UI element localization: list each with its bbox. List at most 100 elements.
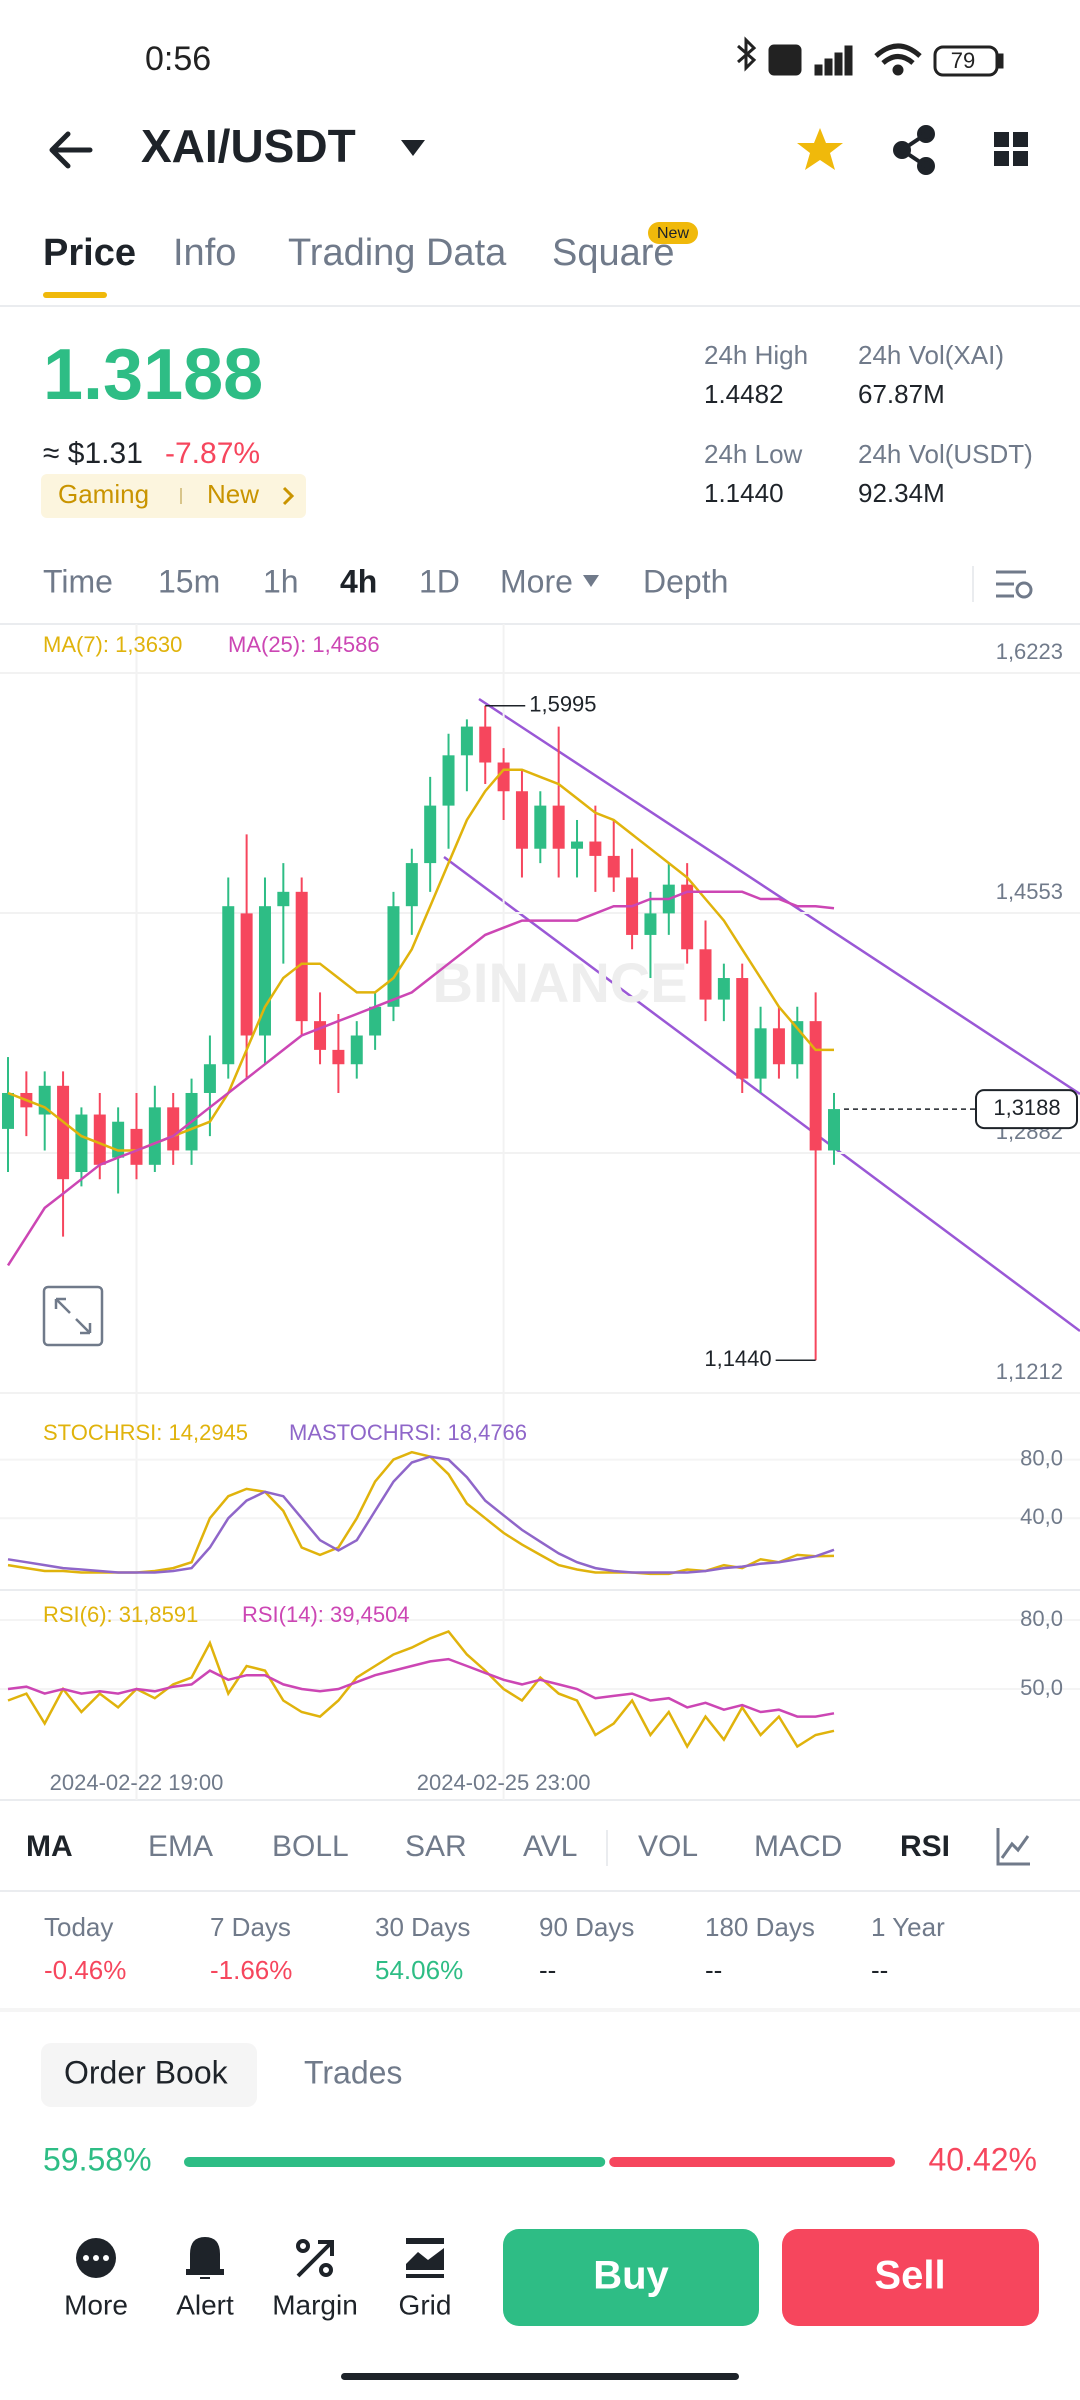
share-button[interactable] [893,125,935,175]
tag-box[interactable] [41,474,306,518]
sell-button[interactable] [782,2229,1039,2326]
sell-ratio-bar [609,2157,895,2167]
period-label: 180 Days [705,1912,815,1942]
layout-cell [994,151,1009,166]
indicator-line [6,890,835,1267]
y-tick-label: 80,0 [1020,1445,1063,1470]
candle-body [754,1028,767,1079]
margin-icon[interactable] [296,2239,334,2278]
candle-body [497,762,510,792]
stat-value: 67.87M [858,379,945,409]
buy-ratio: 59.58% [43,2141,152,2177]
legend-entry: RSI(6): 31,8591 [43,1602,198,1627]
alert-icon[interactable] [186,2236,224,2279]
chart-settings-button[interactable] [996,570,1033,599]
watermark: BINANCE [432,951,687,1014]
interval-tab[interactable]: Time [43,563,113,599]
indicator-tab[interactable]: BOLL [272,1830,349,1863]
settings-lines [996,570,1026,598]
price-change: -7.87% [165,437,260,470]
tag[interactable]: Gaming [58,479,149,509]
nav-label[interactable]: Margin [272,2289,358,2320]
layout-cell [1013,151,1028,166]
back-button[interactable] [49,131,93,169]
stat-label: 24h High [704,340,808,370]
indicator-tab[interactable]: VOL [638,1830,698,1863]
signal-bar [814,64,823,76]
nav-label[interactable]: More [64,2289,128,2320]
tab[interactable]: Price [43,232,136,274]
candle-body [460,726,473,756]
indicator-settings[interactable] [996,1828,1030,1866]
orderbook-tab[interactable]: Order Book [64,2054,229,2090]
candle-body [772,1028,785,1065]
icon-dot [83,2255,89,2261]
stat-label: 24h Vol(XAI) [858,340,1004,370]
period-change: -- [539,1955,556,1985]
indicator-tab[interactable]: EMA [148,1830,213,1863]
grid-chart [406,2248,444,2270]
candle-body [589,841,602,856]
candle-body [2,1092,14,1129]
period-change: -- [871,1955,888,1985]
y-tick-label: 1,6223 [996,639,1063,664]
indicator-line [7,1455,835,1574]
favorite-star[interactable] [797,128,843,170]
orderbook-tab[interactable]: Trades [304,2054,402,2090]
share-line [898,132,928,168]
grid-icon[interactable] [406,2238,444,2278]
candle-body [736,978,749,1079]
legend-entry: STOCHRSI: 14,2945 [43,1420,248,1445]
indicator-tab[interactable]: MA [26,1830,73,1863]
active-tab-bg [41,2043,257,2107]
legend-entry: MA(25): 1,4586 [228,632,380,657]
indicator-tab[interactable]: SAR [405,1830,467,1863]
signal-bar [824,58,833,76]
interval-tab[interactable]: Depth [643,563,728,599]
interval-tab[interactable]: More [500,563,573,599]
tab[interactable]: Trading Data [288,232,507,274]
grid-bar [406,2238,444,2244]
indicator-tab[interactable]: RSI [900,1830,950,1863]
indicator-tab[interactable]: MACD [754,1830,842,1863]
icon-dot [93,2255,99,2261]
candle-body [515,791,528,849]
candle-body [552,805,565,849]
interval-tab[interactable]: 1h [263,563,299,599]
indicator-tab[interactable]: AVL [523,1830,577,1863]
interval-tab[interactable]: 4h [340,563,377,599]
layout-button[interactable] [994,132,1028,166]
stat-value: 1.4482 [704,379,784,409]
symbol-dropdown[interactable] [401,140,425,156]
annotation-label: 1,1440 [704,1346,771,1371]
candle-body [75,1114,88,1173]
wifi-dot [892,64,904,76]
buy-label[interactable]: Buy [593,2254,669,2298]
buy-button[interactable] [503,2229,759,2326]
sell-label[interactable]: Sell [874,2254,945,2298]
pair-title[interactable]: XAI/USDT [141,120,356,172]
stat-label: 24h Low [704,439,803,469]
wifi-icon [874,43,922,65]
layout-cell [994,132,1009,147]
tab[interactable]: Square [552,232,675,274]
candle-body [222,906,235,1065]
tab[interactable]: Info [173,232,236,274]
candle-body [809,1021,822,1151]
period-label: 90 Days [539,1912,634,1942]
candle-body [130,1128,143,1165]
interval-tab[interactable]: 15m [158,563,220,599]
period-change: -1.66% [210,1955,292,1985]
nav-label[interactable]: Grid [399,2289,452,2320]
candle-body [148,1107,161,1165]
candle-body [57,1085,70,1180]
new-badge [648,222,698,244]
expand-button[interactable] [42,1285,104,1347]
tag[interactable]: New [207,479,259,509]
y-tick-label: 50,0 [1020,1675,1063,1700]
interval-tab[interactable]: 1D [419,563,460,599]
nav-label[interactable]: Alert [176,2289,234,2320]
period-change: -- [705,1955,722,1985]
expand-box [42,1285,104,1347]
battery-level: 79 [951,48,975,73]
